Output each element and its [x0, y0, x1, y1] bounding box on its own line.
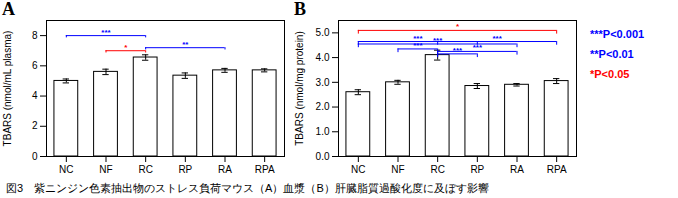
svg-text:RP: RP	[470, 164, 484, 175]
svg-text:2.0: 2.0	[316, 101, 330, 112]
svg-text:4: 4	[32, 90, 38, 101]
html-text:B: B	[294, 0, 306, 19]
svg-text:NC: NC	[59, 164, 73, 175]
svg-text:***: ***	[433, 36, 443, 45]
html-text:図3 紫ニンジン色素抽出物のストレス負荷マウス（A）血漿（B: 図3 紫ニンジン色素抽出物のストレス負荷マウス（A）血漿（B）肝臓脂質過酸化度に…	[6, 182, 489, 194]
svg-text:***: ***	[492, 34, 502, 43]
svg-text:0.0: 0.0	[316, 151, 330, 162]
svg-text:RC: RC	[138, 164, 152, 175]
svg-text:***: ***	[453, 46, 463, 55]
svg-text:3.0: 3.0	[316, 77, 330, 88]
svg-text:***: ***	[473, 43, 483, 52]
svg-text:RPA: RPA	[547, 164, 567, 175]
svg-text:NC: NC	[351, 164, 365, 175]
svg-text:NF: NF	[99, 164, 112, 175]
html-text:A: A	[2, 0, 15, 19]
svg-text:TBARS (nmol/mL plasma): TBARS (nmol/mL plasma)	[2, 31, 13, 147]
svg-text:***: ***	[101, 28, 111, 37]
svg-text:0: 0	[32, 151, 38, 162]
svg-text:RP: RP	[178, 164, 192, 175]
svg-text:RA: RA	[510, 164, 524, 175]
svg-text:***: ***	[413, 41, 423, 50]
svg-text:**: **	[182, 40, 189, 49]
svg-text:*: *	[456, 22, 460, 31]
svg-text:RPA: RPA	[255, 164, 275, 175]
html-text:*P<0.05: *P<0.05	[590, 68, 630, 80]
html-text:***P<0.001: ***P<0.001	[590, 28, 645, 40]
svg-text:8: 8	[32, 30, 38, 41]
svg-text:2: 2	[32, 120, 38, 131]
svg-text:NF: NF	[391, 164, 404, 175]
svg-text:*: *	[124, 43, 128, 52]
html-text:**P<0.01: **P<0.01	[590, 48, 634, 60]
svg-text:6: 6	[32, 60, 38, 71]
svg-text:RA: RA	[218, 164, 232, 175]
svg-text:5.0: 5.0	[316, 27, 330, 38]
svg-text:1.0: 1.0	[316, 126, 330, 137]
svg-text:TBARS (nmol/mg protein): TBARS (nmol/mg protein)	[294, 31, 305, 145]
svg-text:RC: RC	[430, 164, 444, 175]
svg-text:4.0: 4.0	[316, 52, 330, 63]
